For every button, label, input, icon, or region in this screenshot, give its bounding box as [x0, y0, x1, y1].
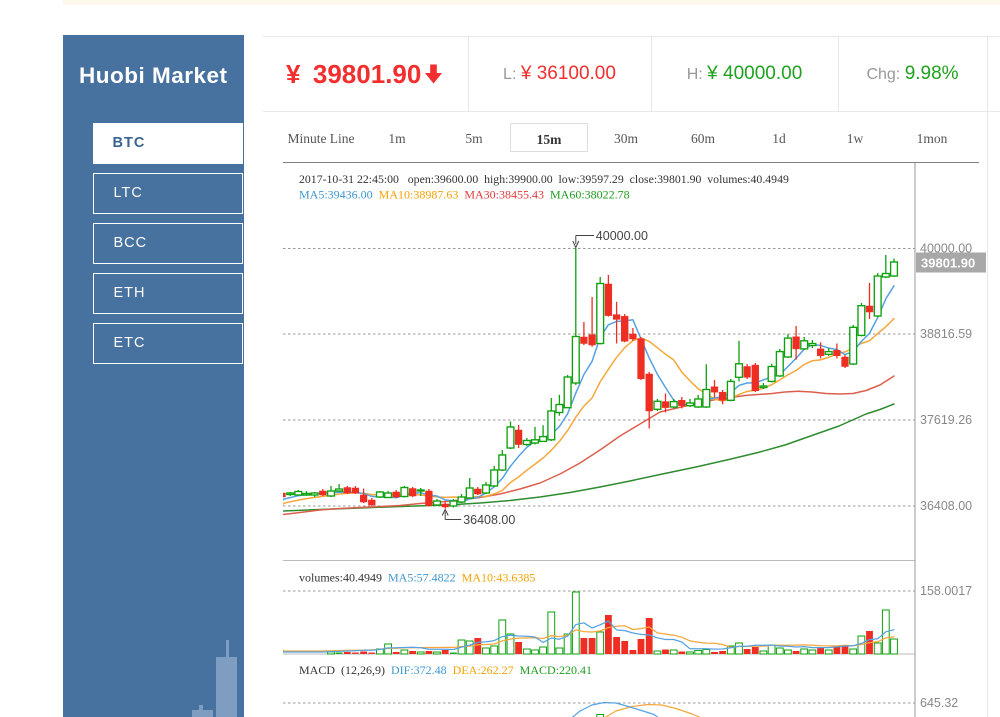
svg-text:158.0017: 158.0017	[920, 584, 972, 598]
svg-text:2017-10-31 22:45:00 open:396: 2017-10-31 22:45:00 open:39600.00 high:3…	[299, 172, 789, 186]
svg-text:36408.00: 36408.00	[463, 513, 515, 527]
svg-text:40000.00: 40000.00	[920, 242, 972, 256]
svg-text:40000.00: 40000.00	[596, 229, 648, 243]
svg-text:37619.26: 37619.26	[920, 413, 972, 427]
svg-text:volumes:40.4949 MA5:57.4822: volumes:40.4949 MA5:57.4822 MA10:43.6385	[299, 571, 535, 585]
svg-text:39801.90: 39801.90	[921, 256, 975, 271]
svg-text:645.32: 645.32	[920, 696, 958, 710]
svg-text:36408.00: 36408.00	[920, 499, 972, 513]
svg-text:38816.59: 38816.59	[920, 327, 972, 341]
svg-text:MACD (12,26,9) DIF:372.48 D: MACD (12,26,9) DIF:372.48 DEA:262.27 MAC…	[299, 663, 592, 677]
svg-text:MA5:39436.00 MA10:38987.63 M: MA5:39436.00 MA10:38987.63 MA30:38455.43…	[299, 188, 630, 202]
